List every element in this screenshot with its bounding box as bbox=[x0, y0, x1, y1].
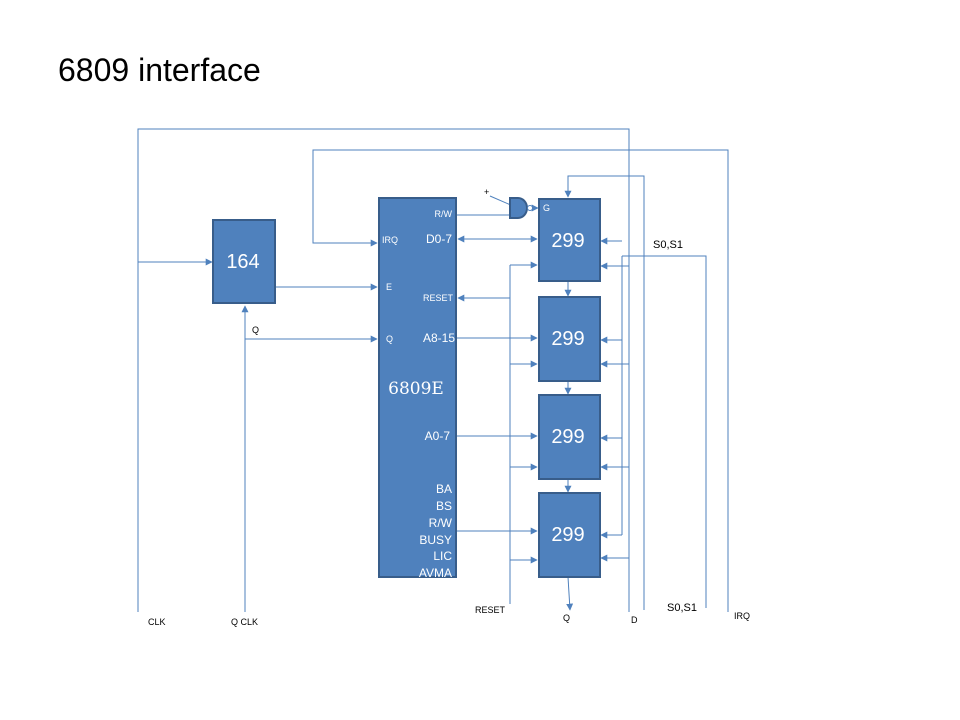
block-164-label: 164 bbox=[226, 251, 259, 273]
cpu-pin-e: E bbox=[386, 282, 392, 292]
clk-wire bbox=[137, 128, 630, 612]
irq-wire bbox=[312, 149, 729, 612]
shift-register-164: 164 bbox=[212, 219, 276, 304]
io-chip-1: 299 bbox=[538, 198, 601, 282]
io-chip-2: 299 bbox=[538, 296, 601, 382]
cpu-pin-d07: D0-7 bbox=[426, 232, 452, 246]
q-clk-label: Q CLK bbox=[231, 617, 258, 627]
cpu-pin-bs: BS bbox=[436, 499, 452, 513]
gate-g-label: G bbox=[543, 203, 550, 213]
plus-label: + bbox=[484, 187, 489, 197]
io-chip-4: 299 bbox=[538, 492, 601, 578]
q-out-wire bbox=[566, 576, 574, 611]
external-labels: + G Q S0,S1 RESET Q D S0,S1 IRQ CLK Q CL… bbox=[148, 187, 750, 627]
cpu-pin-rw-top: R/W bbox=[435, 209, 453, 219]
nand-gate-bubble bbox=[527, 205, 533, 211]
io-chip-3-label: 299 bbox=[551, 426, 584, 448]
cpu-label: 6809E bbox=[388, 379, 444, 399]
wires bbox=[137, 128, 729, 612]
cpu-pin-a07: A0-7 bbox=[425, 429, 451, 443]
cpu-pin-lic: LIC bbox=[433, 549, 452, 563]
d-feedback-wire bbox=[564, 175, 645, 610]
clk-label: CLK bbox=[148, 617, 166, 627]
cpu-pin-busy: BUSY bbox=[419, 533, 452, 547]
cpu-pin-reset: RESET bbox=[423, 293, 454, 303]
q-wire-label: Q bbox=[252, 325, 259, 335]
cpu-6809e: 6809E IRQ E Q R/W D0-7 RESET A8-15 A0-7 … bbox=[378, 197, 457, 580]
q-out-label: Q bbox=[563, 613, 570, 623]
irq-bottom-label: IRQ bbox=[734, 611, 750, 621]
d-in-label: D bbox=[631, 615, 638, 625]
cpu-pin-rw: R/W bbox=[429, 516, 453, 530]
nand-gate bbox=[509, 197, 528, 219]
reset-bottom-label: RESET bbox=[475, 605, 506, 615]
cpu-pin-ba: BA bbox=[436, 482, 452, 496]
s0s1-bottom-label: S0,S1 bbox=[667, 602, 697, 614]
io-chip-1-label: 299 bbox=[551, 230, 584, 252]
cpu-pin-q: Q bbox=[386, 334, 393, 344]
io-chip-2-label: 299 bbox=[551, 328, 584, 350]
cpu-pin-a815: A8-15 bbox=[423, 331, 455, 345]
s0s1-top-label: S0,S1 bbox=[653, 239, 683, 251]
io-chip-3: 299 bbox=[538, 394, 601, 480]
s0s1-wire bbox=[622, 255, 707, 608]
cpu-pin-avma: AVMA bbox=[419, 566, 452, 580]
io-chip-4-label: 299 bbox=[551, 524, 584, 546]
cpu-pin-irq: IRQ bbox=[382, 235, 398, 245]
slide-title: 6809 interface bbox=[58, 52, 261, 88]
